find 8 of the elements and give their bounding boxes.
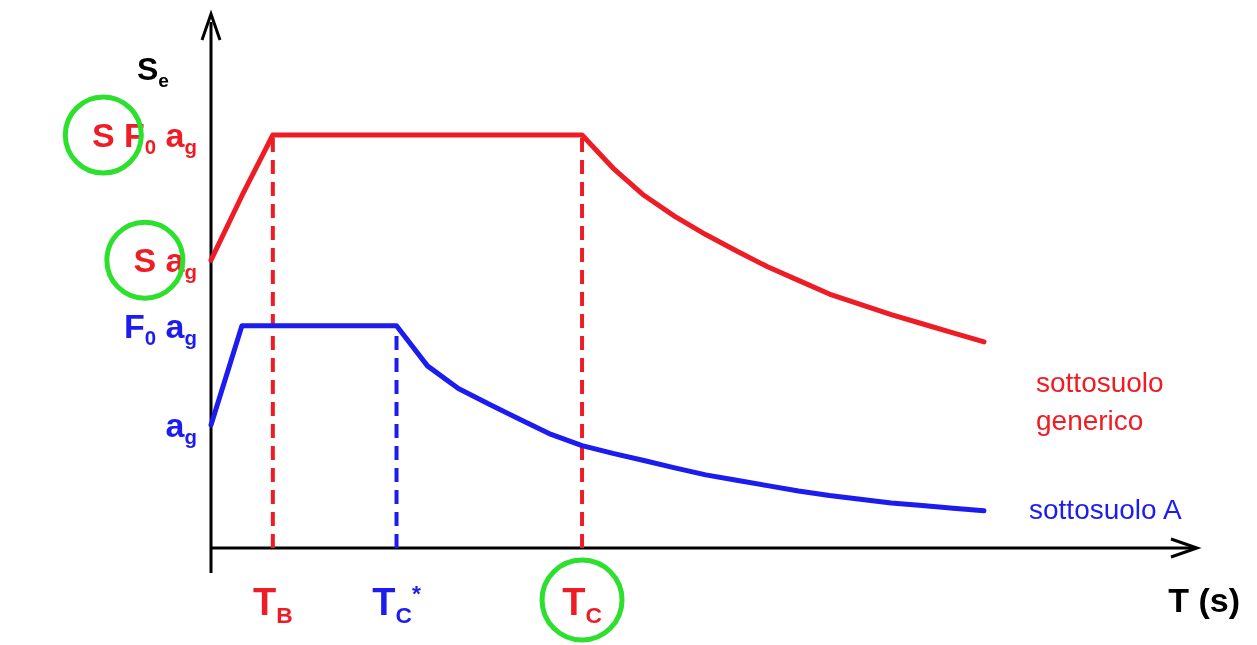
annotation: F$_{0}$ a$_{g}$ [124,306,197,349]
x-tick-label: T$_{C}$ [562,581,602,629]
text: sottosuolo generico [1036,366,1164,436]
y-axis-title: S$_{e}$ [137,51,170,91]
series-label: sottosuolo A [1029,493,1182,525]
x-axis-title: T (s) [1168,581,1240,619]
x-tick-label: T$_{B}$ [253,581,293,629]
annotation: a$_{g}$ [165,405,197,448]
